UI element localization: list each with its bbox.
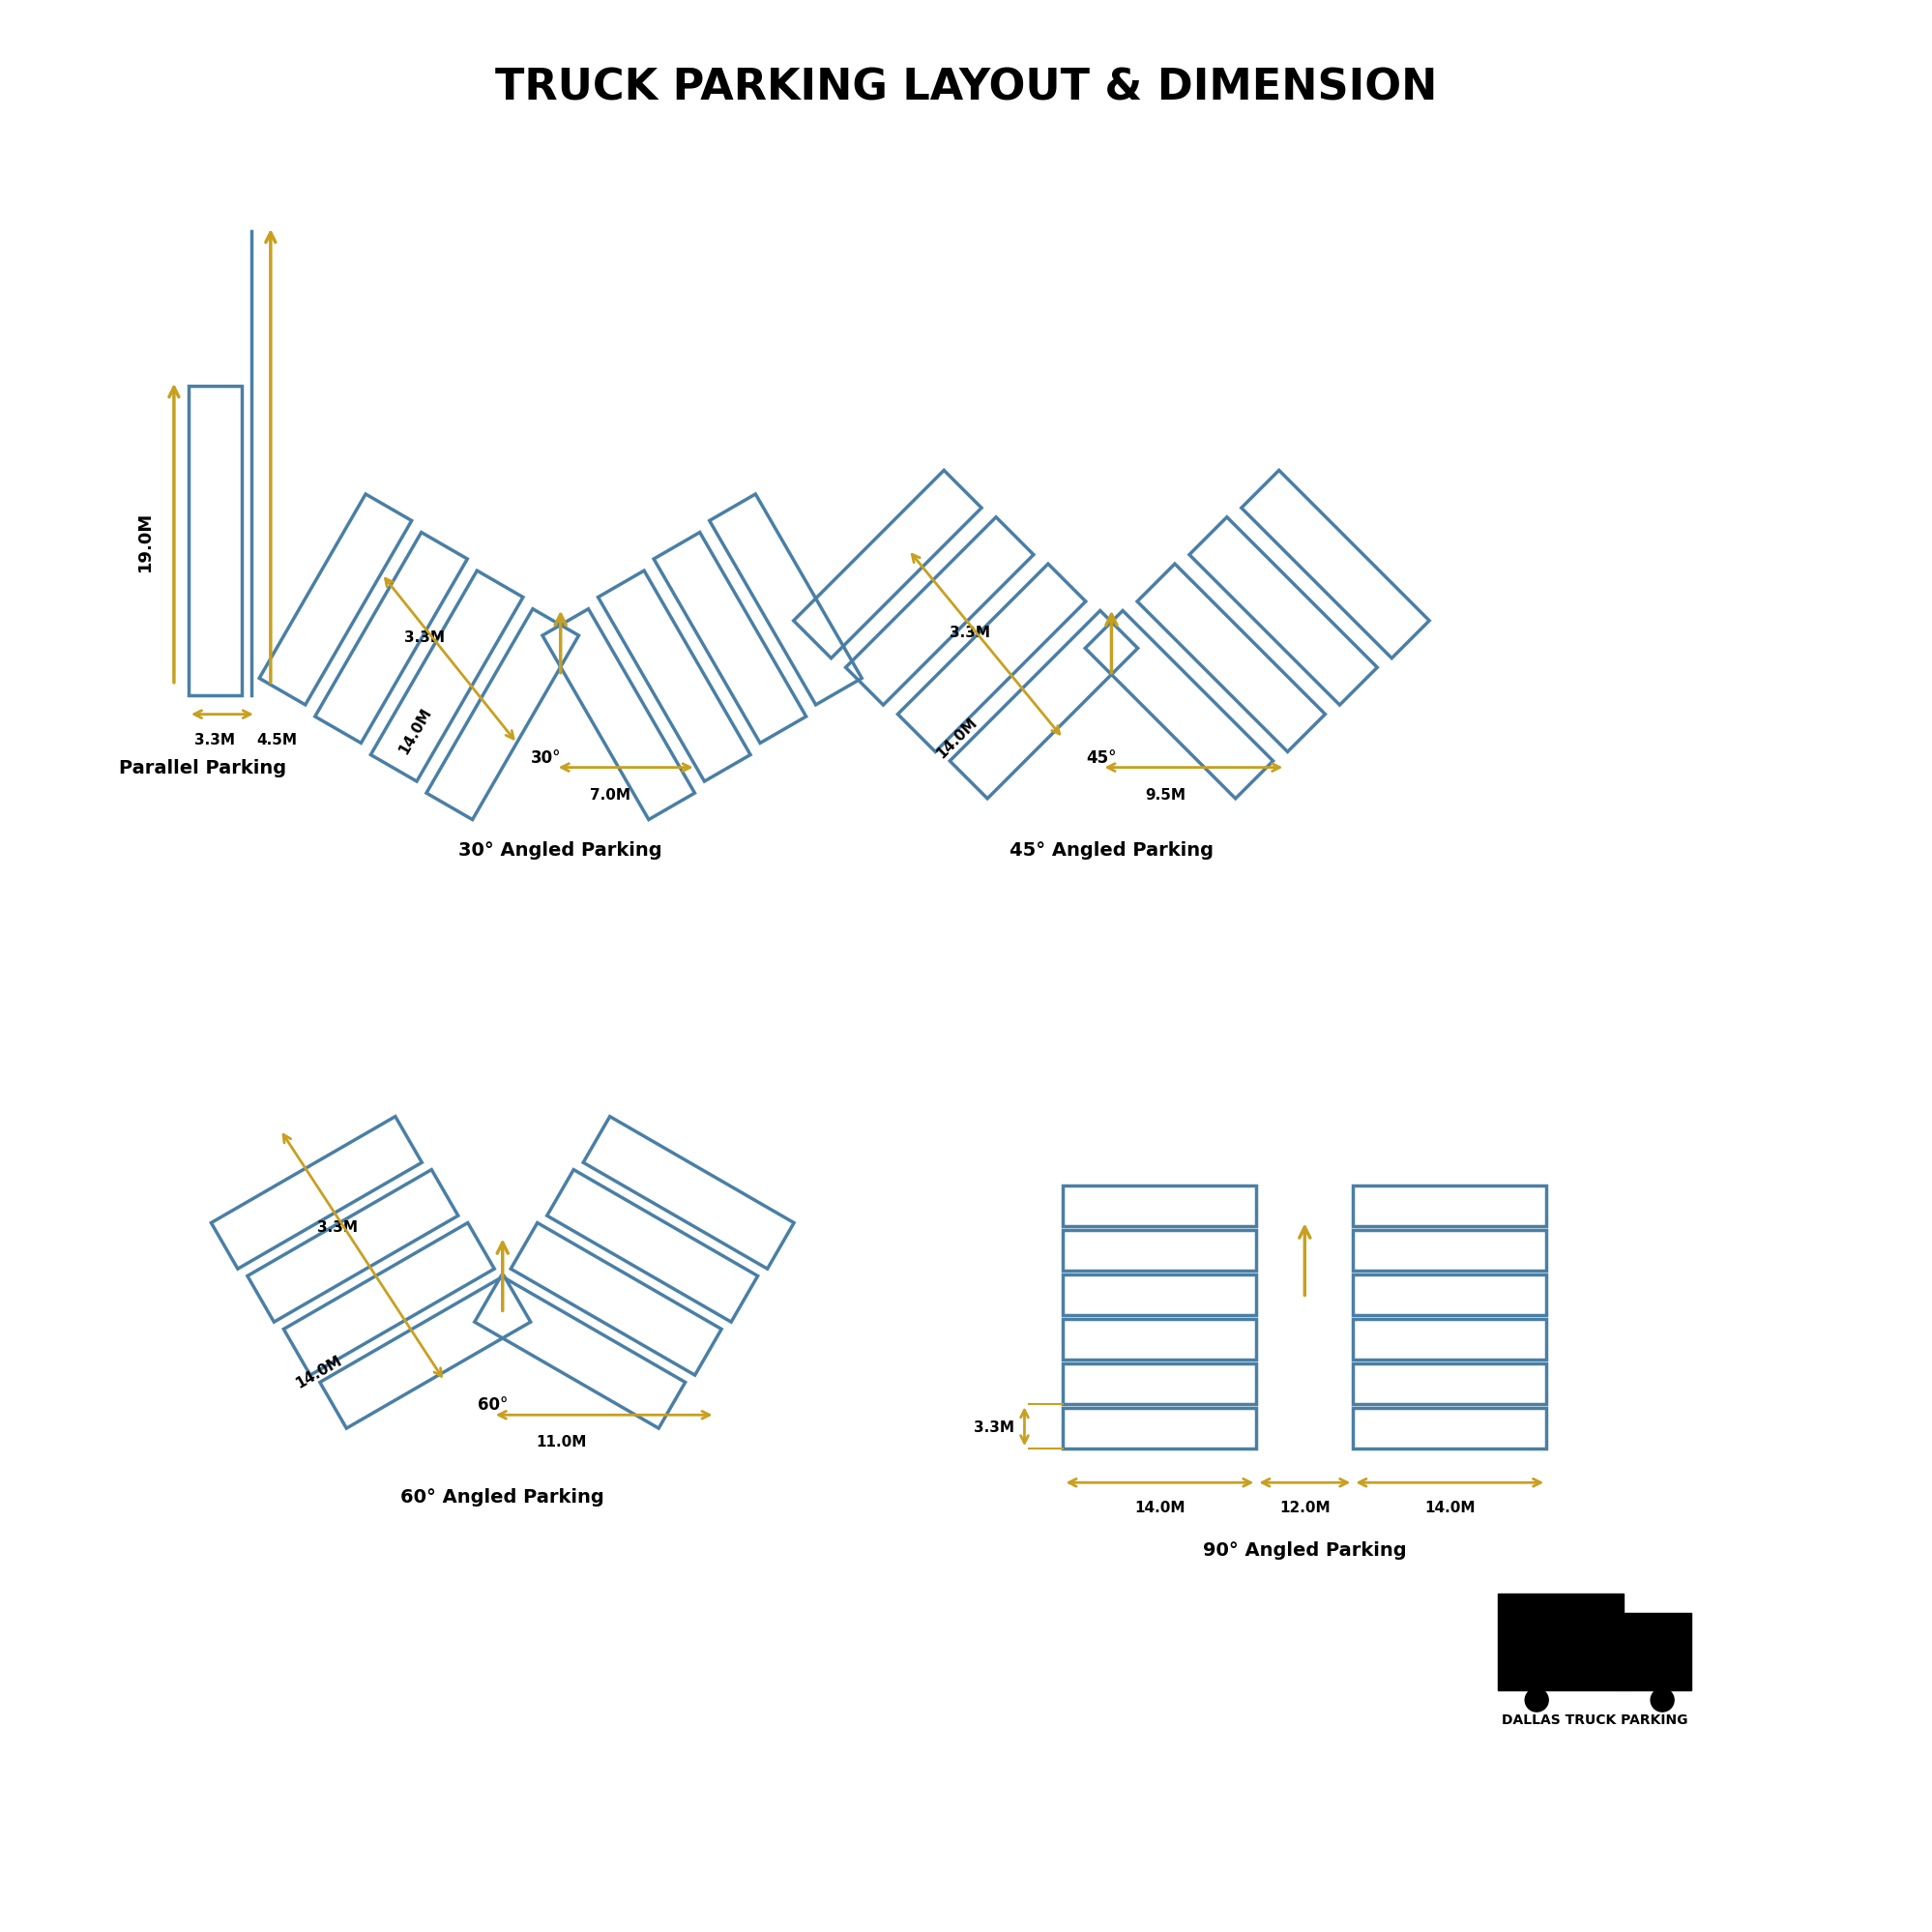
Text: 14.0M: 14.0M [933,715,980,761]
Text: 19.0M: 19.0M [135,510,155,572]
Text: 14.0M: 14.0M [396,705,435,755]
Text: 14.0M: 14.0M [294,1352,344,1391]
Polygon shape [1497,1594,1623,1690]
Circle shape [1524,1689,1548,1712]
Text: 9.5M: 9.5M [1144,788,1186,802]
Polygon shape [1623,1613,1690,1690]
Text: 60°: 60° [477,1395,508,1414]
Text: DALLAS TRUCK PARKING: DALLAS TRUCK PARKING [1501,1712,1687,1727]
Text: 30°: 30° [531,748,560,767]
Text: 45°: 45° [1086,748,1117,767]
Text: 12.0M: 12.0M [1279,1499,1329,1515]
Text: 3.3M: 3.3M [195,732,236,748]
Text: 30° Angled Parking: 30° Angled Parking [458,840,663,860]
Text: 14.0M: 14.0M [1134,1499,1184,1515]
Text: 3.3M: 3.3M [317,1219,357,1235]
Text: 3.3M: 3.3M [974,1420,1014,1434]
Text: TRUCK PARKING LAYOUT & DIMENSION: TRUCK PARKING LAYOUT & DIMENSION [495,68,1437,110]
Text: 60° Angled Parking: 60° Angled Parking [400,1488,605,1507]
Text: 4.5M: 4.5M [257,732,298,748]
Circle shape [1650,1689,1673,1712]
Text: 3.3M: 3.3M [949,626,991,639]
Text: 90° Angled Parking: 90° Angled Parking [1202,1542,1406,1559]
Text: 3.3M: 3.3M [404,630,444,645]
Text: 7.0M: 7.0M [589,788,630,802]
Text: 11.0M: 11.0M [537,1434,587,1449]
Text: Parallel Parking: Parallel Parking [120,757,286,777]
Text: 14.0M: 14.0M [1424,1499,1474,1515]
Text: 45° Angled Parking: 45° Angled Parking [1009,840,1213,860]
